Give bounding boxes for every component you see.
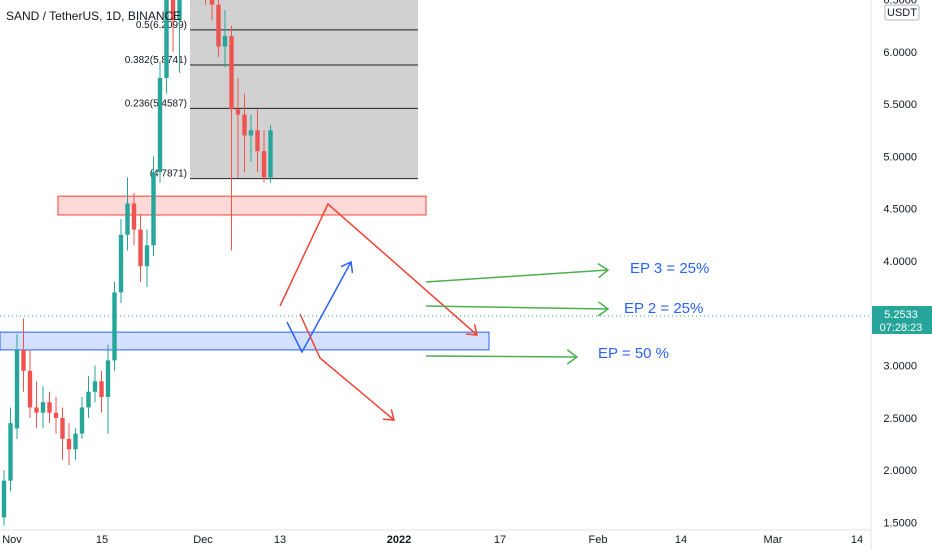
green-arrow-ep2-line[interactable] [425, 305, 609, 310]
time-tick-label: Nov [2, 534, 22, 546]
red-arrow-up-down-head [465, 324, 478, 336]
candle-body [255, 130, 260, 152]
price-tick-label: 2.0000 [883, 465, 917, 477]
time-tick-label: 14 [851, 534, 863, 546]
blue-zone[interactable] [0, 331, 490, 351]
candle-body [177, 0, 182, 21]
price-tick-label: 4.0000 [883, 256, 917, 268]
fib-level-label: 0.5(6.2099) [136, 20, 187, 31]
candle-body [216, 4, 221, 47]
candle-body [268, 130, 273, 178]
currency-label: USDT [887, 7, 917, 19]
candle-body [209, 0, 215, 5]
price-tick-label: 1.5000 [883, 518, 917, 530]
candle-body [34, 407, 39, 413]
candle-body [40, 402, 46, 413]
annotation-label: EP 2 = 25% [624, 300, 703, 317]
candle-body [242, 114, 247, 136]
candle-body [66, 438, 72, 450]
time-tick-label: 15 [96, 534, 108, 546]
time-axis[interactable]: Nov 15 Dec 13 2022 17 Feb 14 Mar 14 [0, 529, 871, 546]
price-tick-label: 6.5000 [883, 0, 917, 7]
candle-body [151, 172, 156, 246]
red-arrow-up-down-line[interactable] [279, 202, 478, 336]
candle-body [60, 417, 65, 439]
candle-body [118, 234, 124, 293]
currency-badge[interactable] [884, 4, 920, 21]
candle-body [248, 130, 254, 136]
fib-level-label: 0.236(5.4587) [125, 98, 187, 109]
fib-fill [190, 0, 418, 179]
green-arrow-ep1-line[interactable] [425, 355, 578, 358]
green-arrow-ep3-head [597, 262, 610, 279]
price-tick-label: 2.5000 [883, 413, 917, 425]
fib-level-label: 0.382(5.8741) [125, 55, 187, 66]
candle-body [21, 349, 26, 371]
candle-body [86, 391, 91, 408]
candle-body [8, 423, 13, 481]
red-arrow-down-head [382, 409, 395, 421]
green-arrow-ep2-head [597, 301, 610, 317]
fib-level-label: (4.7871) [150, 169, 187, 180]
red-arrow-down-line[interactable] [299, 313, 395, 421]
time-tick-label: Dec [193, 534, 213, 546]
candle-body [144, 245, 150, 267]
candle-body [47, 402, 52, 413]
candle-body [79, 407, 85, 434]
candle-body [1, 480, 7, 518]
chart-title: SAND / TetherUS, 1D, BINANCE [6, 9, 181, 23]
candle-body [235, 109, 241, 115]
last-price-tag [872, 306, 932, 334]
time-tick-label: Feb [589, 534, 608, 546]
last-price-countdown: 07:28:23 [880, 322, 923, 334]
candle-body [92, 381, 98, 392]
time-tick-label: Mar [764, 534, 783, 546]
blue-arrow-head [340, 260, 354, 274]
price-tick-label: 5.0000 [883, 151, 917, 163]
candle-body [138, 229, 143, 267]
candle-body [73, 433, 78, 450]
green-arrow-ep1-head [566, 349, 579, 365]
price-tick-label: 6.0000 [883, 47, 917, 59]
candle-body [164, 0, 169, 78]
candle-body [229, 36, 234, 110]
green-arrow-ep3-line[interactable] [425, 269, 609, 283]
time-tick-label: 2022 [387, 534, 411, 546]
candles [1, 0, 273, 526]
candle-body [105, 360, 111, 397]
candle-body [27, 370, 33, 408]
red-zone-lower[interactable] [57, 195, 427, 216]
price-tick-label: 5.5000 [883, 99, 917, 111]
arrows[interactable] [279, 202, 610, 421]
candle-body [170, 0, 176, 21]
annotation-label: EP = 50 % [598, 345, 669, 362]
time-tick-label: 14 [675, 534, 687, 546]
time-tick-label: 13 [274, 534, 286, 546]
candle-body [99, 381, 104, 397]
candle-body [261, 151, 267, 178]
fib-retracement[interactable]: 1.618(9.3914)1(7.6328)0.786(7.0238)0.618… [125, 0, 418, 180]
candle-body [14, 349, 20, 429]
time-tick-label: 17 [494, 534, 506, 546]
candle-body [222, 36, 228, 47]
last-price-value: 5.2533 [884, 309, 918, 321]
candle-body [131, 203, 137, 230]
candle-body [157, 77, 163, 173]
annotations: EP 3 = 25% EP 2 = 25% EP = 50 % [598, 260, 709, 362]
blue-arrow-line[interactable] [286, 261, 352, 354]
candle-body [53, 412, 59, 418]
candle-body [125, 203, 130, 235]
price-tick-label: 3.0000 [883, 361, 917, 373]
candle-body [112, 292, 117, 361]
price-tick-label: 4.5000 [883, 204, 917, 216]
annotation-label: EP 3 = 25% [630, 260, 709, 277]
